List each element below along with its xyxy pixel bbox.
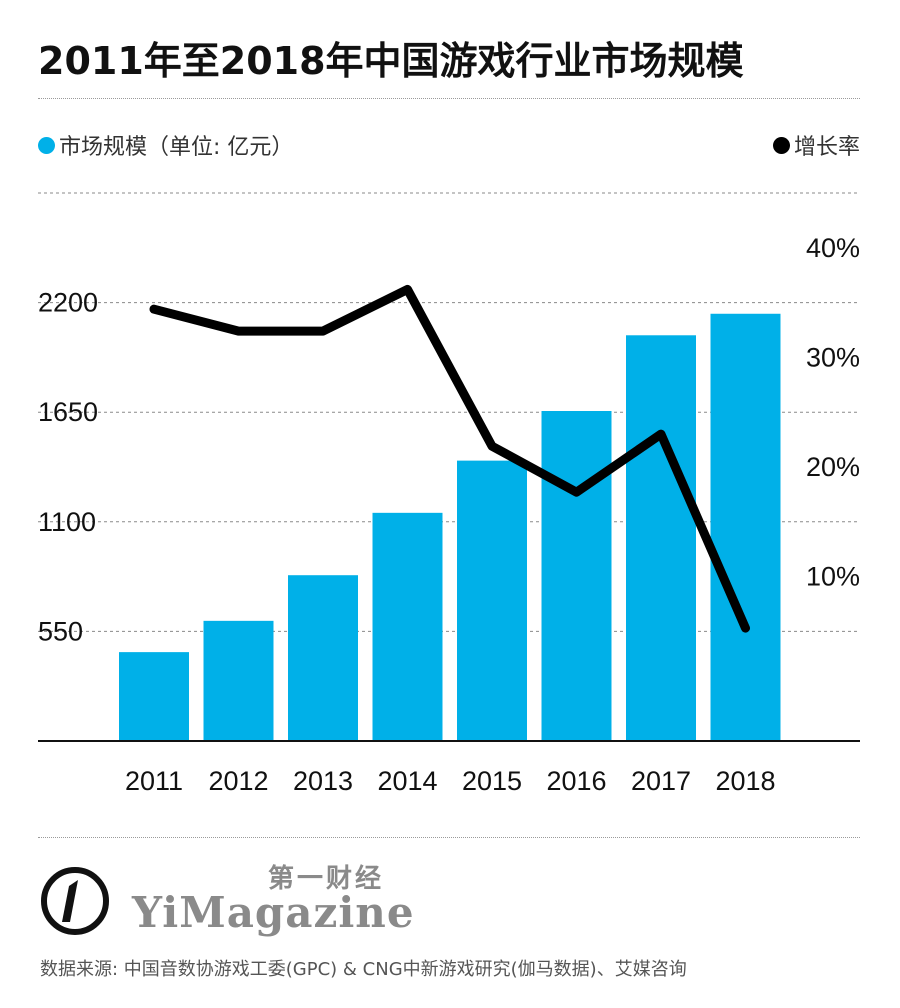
legend-line-label: 增长率: [793, 135, 860, 160]
right-axis-tick: 10%: [806, 562, 860, 592]
bar-2012: [203, 620, 274, 741]
x-axis-tick: 2014: [377, 766, 437, 796]
right-axis-tick: 20%: [806, 452, 860, 482]
left-axis-tick: 2200: [38, 288, 98, 318]
logo-chinese-name: 第一财经: [268, 864, 385, 894]
bar-2017: [626, 335, 696, 741]
bar-2015: [457, 460, 527, 741]
right-axis-tick: 30%: [806, 342, 860, 372]
left-axis-tick: 1650: [38, 397, 98, 427]
bottom-divider: [38, 837, 860, 838]
chart-title: 2011年至2018年中国游戏行业市场规模: [38, 39, 744, 83]
logo-english-name: YiMagazine: [132, 888, 415, 937]
growth-rate-line: [149, 284, 750, 633]
x-axis-tick: 2016: [546, 766, 606, 796]
bar-2014: [372, 512, 443, 741]
x-axis-tick: 2013: [293, 766, 353, 796]
x-axis-tick: 2012: [208, 766, 268, 796]
legend-line: 增长率: [772, 129, 860, 161]
x-axis-tick: 2018: [715, 766, 775, 796]
legend-line-swatch: [772, 136, 790, 154]
chart-svg: 550 1100 1650 2200 10% 20% 30% 40% 2011 2012 2013 2…: [38, 192, 860, 796]
bar-2011: [119, 652, 189, 741]
yimagazine-logo: 第一财经 YiMagazine: [40, 858, 440, 938]
top-divider: [38, 98, 860, 99]
bar-2013: [288, 575, 358, 741]
yimagazine-logo-mark: [41, 867, 109, 935]
bar-2016: [541, 411, 612, 741]
x-axis-tick: 2011: [125, 766, 183, 796]
source-note: 数据来源: 中国音数协游戏工委(GPC) & CNG中新游戏研究(伽马数据)、艾…: [40, 959, 687, 980]
x-axis-tick: 2015: [462, 766, 522, 796]
left-axis-tick: 1100: [38, 507, 96, 537]
left-axis-tick: 550: [38, 616, 83, 646]
legend-bar-swatch: [38, 136, 55, 154]
legend-bar: 市场规模（单位: 亿元）: [38, 129, 293, 161]
x-axis-tick: 2017: [631, 766, 691, 796]
right-axis-tick: 40%: [806, 233, 860, 263]
legend-bar-label: 市场规模（单位: 亿元）: [59, 135, 294, 160]
bar-2018: [710, 313, 781, 741]
